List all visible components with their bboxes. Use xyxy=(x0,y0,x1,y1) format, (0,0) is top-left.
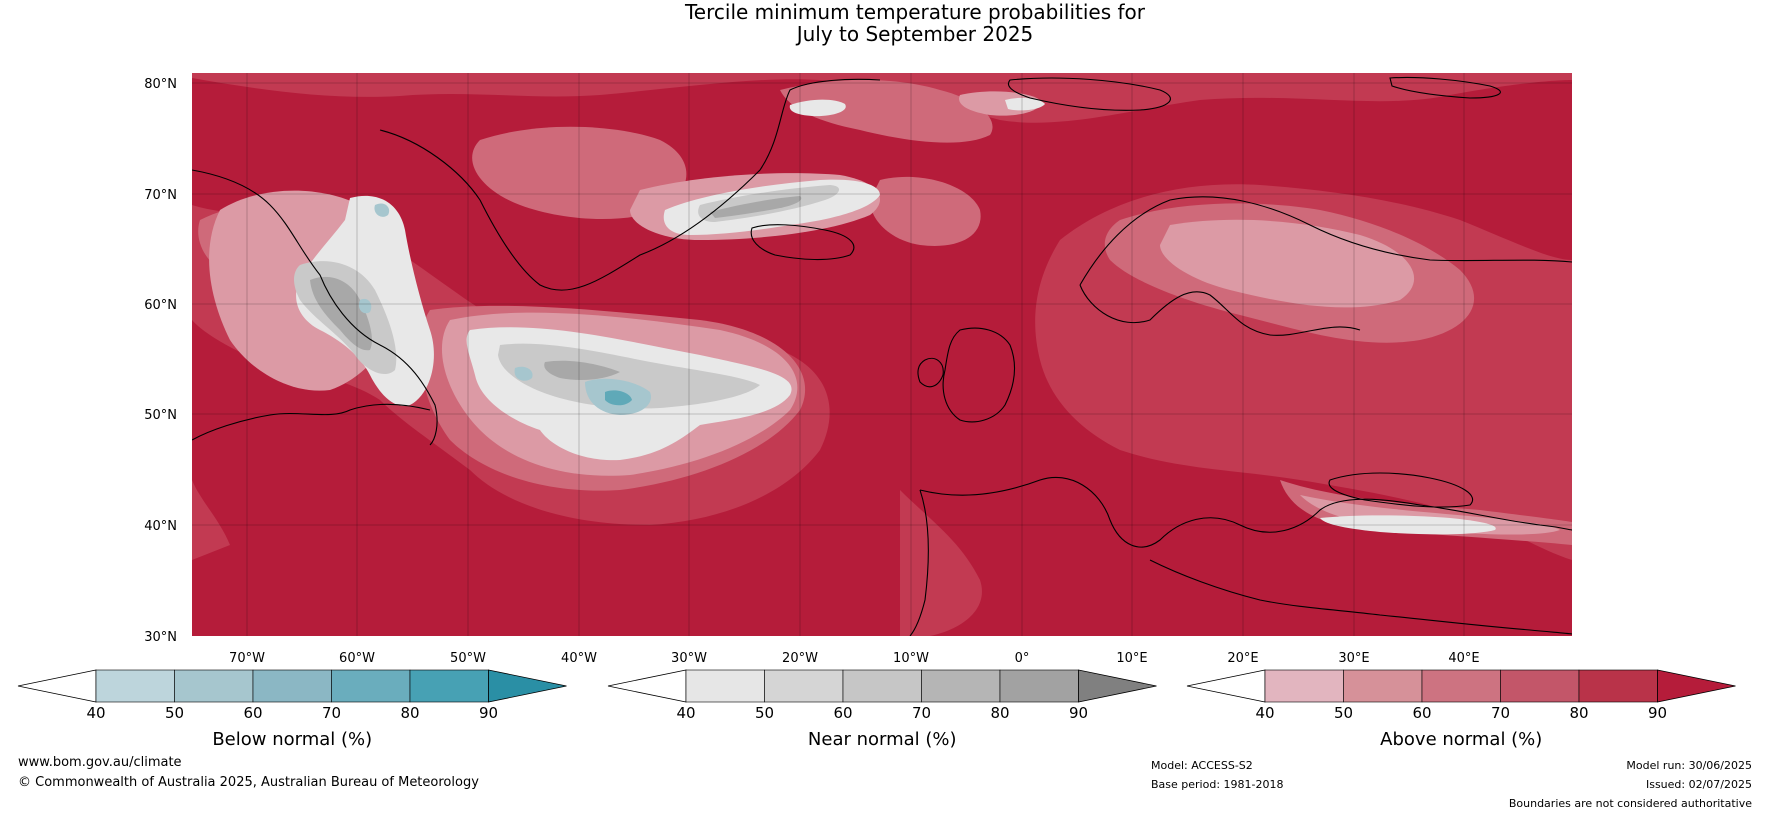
colorbar-tick-label: 60 xyxy=(833,704,852,722)
colorbar-title: Near normal (%) xyxy=(808,729,957,750)
colorbar-segment xyxy=(95,669,175,703)
colorbar-under-triangle xyxy=(607,669,687,703)
colorbar-segment xyxy=(999,669,1079,703)
colorbar-segment xyxy=(1264,669,1344,703)
colorbar-tick-label: 90 xyxy=(1648,704,1667,722)
near-normal-dark-region xyxy=(310,196,802,380)
base-period-text: Base period: 1981-2018 xyxy=(1151,778,1284,791)
lon-label: 0° xyxy=(1015,651,1030,666)
model-text: Model: ACCESS-S2 xyxy=(1151,759,1253,772)
lon-label: 30°E xyxy=(1338,651,1369,666)
map-title-line1: Tercile minimum temperature probabilitie… xyxy=(684,0,1146,24)
lon-label: 30°W xyxy=(671,651,707,666)
colorbar-tick-label: 60 xyxy=(1412,704,1431,722)
colorbar-over-triangle xyxy=(1657,669,1736,703)
colorbar-over-triangle xyxy=(1078,669,1157,703)
latitude-labels: 80°N 70°N 60°N 50°N 40°N 30°N xyxy=(144,77,177,645)
colorbar: 40 50 60 70 80 90 Near normal (%) xyxy=(607,669,1157,750)
copyright-text: © Commonwealth of Australia 2025, Austra… xyxy=(18,775,479,790)
colorbar-tick-label: 90 xyxy=(479,704,498,722)
colorbar-segment xyxy=(764,669,844,703)
lat-label: 70°N xyxy=(144,188,177,203)
colorbar: 40 50 60 70 80 90 Above normal (%) xyxy=(1186,669,1736,750)
colorbar-segment xyxy=(252,669,332,703)
lon-label: 10°W xyxy=(893,651,929,666)
graticule xyxy=(192,73,1572,636)
colorbar-segment xyxy=(1500,669,1580,703)
colorbar-tick-label: 80 xyxy=(1569,704,1588,722)
colorbar: 40 50 60 70 80 90 Below normal (%) xyxy=(17,669,567,750)
colorbar-over-triangle xyxy=(488,669,567,703)
colorbar-tick-label: 40 xyxy=(676,704,695,722)
disclaimer-text: Boundaries are not considered authoritat… xyxy=(1508,797,1752,810)
coastlines xyxy=(192,76,1572,636)
colorbar-tick-label: 40 xyxy=(86,704,105,722)
lat-label: 40°N xyxy=(144,519,177,534)
issued-text: Issued: 02/07/2025 xyxy=(1645,778,1752,791)
lat-label: 30°N xyxy=(144,630,177,645)
lon-label: 10°E xyxy=(1116,651,1147,666)
colorbar-segment xyxy=(1421,669,1501,703)
colorbar-tick-label: 70 xyxy=(912,704,931,722)
colorbar-tick-label: 80 xyxy=(400,704,419,722)
colorbar-title: Below normal (%) xyxy=(212,729,372,750)
colorbar-segment xyxy=(842,669,922,703)
colorbar-tick-label: 90 xyxy=(1069,704,1088,722)
lon-label: 20°E xyxy=(1227,651,1258,666)
colorbar-segment xyxy=(1343,669,1423,703)
lat-label: 80°N xyxy=(144,77,177,92)
colorbar-under-triangle xyxy=(1186,669,1266,703)
colorbar-segment xyxy=(1578,669,1658,703)
colorbar-segment xyxy=(921,669,1001,703)
lon-label: 20°W xyxy=(782,651,818,666)
colorbar-tick-label: 50 xyxy=(1334,704,1353,722)
colorbar-tick-label: 80 xyxy=(990,704,1009,722)
map-panel xyxy=(192,73,1572,636)
lat-label: 60°N xyxy=(144,298,177,313)
colorbar-title: Above normal (%) xyxy=(1380,729,1542,750)
lon-label: 70°W xyxy=(229,651,265,666)
lon-label: 40°E xyxy=(1448,651,1479,666)
colorbar-tick-label: 70 xyxy=(322,704,341,722)
colorbar-tick-label: 50 xyxy=(755,704,774,722)
website-link[interactable]: www.bom.gov.au/climate xyxy=(18,755,182,770)
model-run-text: Model run: 30/06/2025 xyxy=(1626,759,1752,772)
colorbar-under-triangle xyxy=(17,669,97,703)
lon-label: 50°W xyxy=(450,651,486,666)
colorbar-tick-label: 50 xyxy=(165,704,184,722)
colorbar-tick-label: 60 xyxy=(243,704,262,722)
map-title-line2: July to September 2025 xyxy=(796,22,1034,46)
colorbar-tick-label: 70 xyxy=(1491,704,1510,722)
colorbar-segment xyxy=(331,669,411,703)
below-normal-mid-region xyxy=(605,390,632,406)
lat-label: 50°N xyxy=(144,408,177,423)
lon-label: 40°W xyxy=(561,651,597,666)
colorbar-segment xyxy=(174,669,254,703)
lon-label: 60°W xyxy=(339,651,375,666)
longitude-labels: 70°W 60°W 50°W 40°W 30°W 20°W 10°W 0° 10°E 20°E 30… xyxy=(229,651,1480,666)
colorbar-segment xyxy=(409,669,489,703)
colorbars: 40 50 60 70 80 90 Below normal (%) 40 50 60 70 80 90… xyxy=(17,669,1736,750)
colorbar-tick-label: 40 xyxy=(1255,704,1274,722)
colorbar-segment xyxy=(685,669,765,703)
